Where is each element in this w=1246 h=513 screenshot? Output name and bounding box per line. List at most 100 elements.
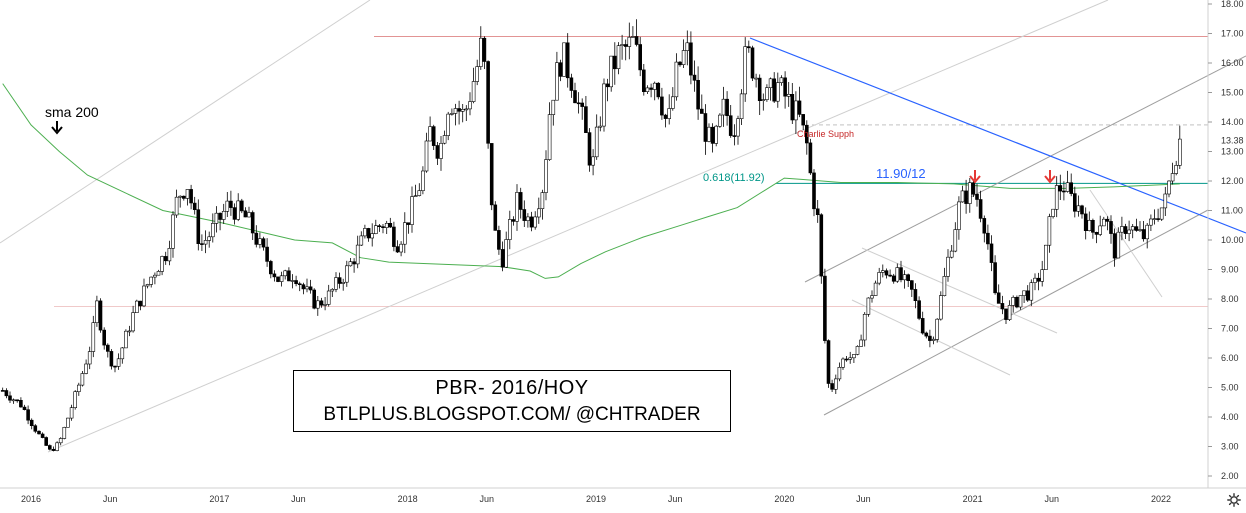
candle-body bbox=[978, 199, 983, 219]
candle-body bbox=[652, 82, 657, 90]
candle-body bbox=[967, 182, 972, 204]
candle-body bbox=[699, 108, 704, 114]
candle-body bbox=[149, 276, 153, 285]
candle-body bbox=[11, 399, 16, 402]
candle-body bbox=[1105, 218, 1110, 222]
time-tick-label: Jun bbox=[480, 494, 495, 504]
candle-body bbox=[848, 357, 853, 360]
candle-body bbox=[428, 126, 432, 142]
candle-body bbox=[1047, 216, 1052, 246]
candle-body bbox=[229, 200, 233, 208]
candle-body bbox=[261, 238, 266, 248]
candle-body bbox=[594, 126, 599, 158]
flag-upper-line bbox=[861, 247, 1058, 334]
candle-body bbox=[1091, 220, 1095, 233]
time-tick-label: 2020 bbox=[774, 494, 794, 504]
price-tick-label: 14.00 bbox=[1221, 117, 1244, 127]
candle-body bbox=[765, 87, 769, 100]
candle-body bbox=[160, 256, 164, 272]
price-axis[interactable]: 2.00 3.00 4.00 5.00 6.00 7.00 8.00 9.00 10.00 11.… bbox=[1207, 0, 1246, 488]
candle-body bbox=[55, 442, 59, 451]
candle-body bbox=[1058, 185, 1063, 192]
candle-body bbox=[728, 115, 733, 136]
candle-body bbox=[116, 358, 121, 367]
candle-body bbox=[254, 232, 259, 245]
candle-body bbox=[29, 419, 34, 427]
candle-body bbox=[1178, 138, 1182, 166]
price-tick-label: 4.00 bbox=[1221, 412, 1239, 422]
candle-body bbox=[127, 330, 132, 333]
candle-body bbox=[1076, 205, 1081, 212]
channel-2020-upper-line bbox=[804, 55, 1246, 283]
candle-body bbox=[225, 200, 230, 212]
candle-body bbox=[573, 90, 577, 104]
candle-body bbox=[1152, 218, 1157, 220]
candle-body bbox=[823, 275, 827, 341]
candle-body bbox=[1065, 182, 1070, 192]
candle-body bbox=[899, 267, 903, 281]
candle-body bbox=[478, 37, 483, 67]
candle-body bbox=[247, 212, 251, 218]
candle-body bbox=[33, 425, 38, 432]
candle-body bbox=[616, 45, 621, 70]
channel-upper-line bbox=[0, 0, 371, 244]
candle-body bbox=[174, 196, 179, 216]
candle-body bbox=[102, 329, 106, 346]
time-tick-label: Jun bbox=[103, 494, 118, 504]
candle-body bbox=[355, 244, 360, 265]
candle-body bbox=[290, 280, 295, 282]
candle-body bbox=[1087, 220, 1092, 232]
price-tick-label: 17.00 bbox=[1221, 29, 1244, 39]
candle-body bbox=[352, 261, 356, 265]
candle-body bbox=[909, 280, 914, 290]
candle-body bbox=[917, 300, 921, 319]
candle-body bbox=[920, 318, 925, 334]
candle-body bbox=[547, 114, 552, 160]
candle-body bbox=[297, 283, 302, 286]
sma-label: sma 200 bbox=[45, 104, 99, 120]
time-tick-label: 2018 bbox=[398, 494, 418, 504]
time-axis[interactable]: 2016 Jun 2017 Jun 2018 Jun 2019 Jun 2020 Jun 2021 J… bbox=[0, 487, 1246, 504]
candle-body bbox=[1054, 185, 1059, 210]
candle-body bbox=[283, 270, 288, 277]
candle-body bbox=[468, 101, 472, 110]
candle-body bbox=[19, 399, 23, 408]
candle-body bbox=[638, 44, 643, 71]
candle-body bbox=[996, 292, 1001, 304]
candle-body bbox=[40, 433, 45, 438]
candle-body bbox=[877, 272, 882, 284]
time-tick-label: 2016 bbox=[21, 494, 41, 504]
candle-body bbox=[138, 300, 143, 307]
candle-body bbox=[754, 77, 758, 80]
candle-body bbox=[862, 313, 867, 341]
candle-body bbox=[163, 256, 168, 262]
candle-body bbox=[725, 98, 729, 116]
candle-body bbox=[888, 274, 892, 277]
candle-body bbox=[37, 430, 41, 435]
candle-body bbox=[66, 417, 70, 428]
candle-body bbox=[1145, 224, 1149, 240]
candle-body bbox=[73, 391, 77, 409]
price-tick-label: 13.00 bbox=[1221, 147, 1244, 157]
gear-icon[interactable] bbox=[1227, 493, 1241, 507]
candle-body bbox=[884, 270, 889, 276]
price-tick-label: 2.00 bbox=[1221, 471, 1239, 481]
candle-body bbox=[294, 280, 298, 285]
candle-body bbox=[906, 274, 911, 282]
candle-body bbox=[344, 265, 349, 283]
candle-body bbox=[395, 246, 400, 253]
candle-body bbox=[196, 209, 201, 244]
candle-body bbox=[667, 108, 672, 119]
candle-body bbox=[515, 192, 519, 222]
candle-body bbox=[880, 270, 885, 273]
candle-layer bbox=[0, 19, 1182, 452]
candle-body bbox=[417, 190, 422, 196]
candle-body bbox=[989, 243, 994, 263]
candle-body bbox=[326, 290, 331, 305]
price-tick-label: 10.00 bbox=[1221, 235, 1244, 245]
candle-body bbox=[938, 295, 943, 320]
candle-body bbox=[120, 347, 125, 360]
candle-body bbox=[178, 195, 182, 198]
candle-body bbox=[975, 194, 979, 200]
candle-body bbox=[47, 445, 52, 450]
